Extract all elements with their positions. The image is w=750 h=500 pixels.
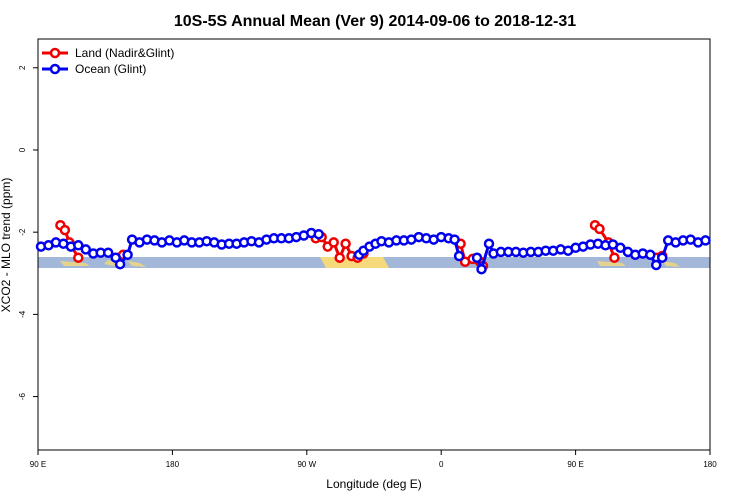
ocean-data-point [471, 252, 483, 263]
x-tick-label: 90 W [297, 460, 316, 469]
chart-title: 10S-5S Annual Mean (Ver 9) 2014-09-06 to… [174, 13, 576, 30]
land-data-point [334, 252, 345, 263]
x-tick-label: 90 E [30, 460, 46, 469]
ocean-data-point [453, 250, 465, 262]
x-tick-label: 0 [439, 460, 444, 469]
ocean-data-point [483, 238, 495, 249]
ocean-data-point [313, 228, 324, 240]
y-tick-label: 2 [18, 65, 27, 70]
land-data-point [594, 223, 605, 235]
land-data-point [340, 238, 351, 249]
map-land-new-guinea [128, 261, 146, 267]
x-tick-label: 180 [703, 460, 717, 469]
y-axis-label: XCO2 - MLO trend (ppm) [0, 178, 13, 313]
y-tick-label: -4 [18, 310, 27, 318]
map-land-new-guinea-repeat [662, 261, 680, 267]
ocean-data-point [645, 249, 656, 261]
map-strip [38, 257, 710, 268]
x-tick-label: 180 [166, 460, 180, 469]
x-axis-ticks: 90 E 180 90 W 0 90 E 180 [30, 450, 717, 469]
ocean-data-point [102, 247, 114, 258]
ocean-data-point [476, 263, 487, 275]
map-land-indonesia-west-repeat [597, 261, 626, 266]
land-data-point [328, 237, 339, 248]
ocean-data-point [700, 235, 711, 246]
legend-ocean-label: Ocean (Glint) [75, 62, 146, 76]
ocean-data-point [114, 258, 126, 270]
y-tick-label: -2 [18, 228, 27, 236]
ocean-data-point [615, 242, 626, 254]
ocean-data-point [656, 252, 668, 263]
legend-land-marker [49, 47, 61, 59]
y-tick-label: 0 [18, 147, 27, 152]
land-data-point [73, 252, 84, 263]
map-land-indonesia-west [60, 261, 90, 266]
ocean-data-point [80, 244, 92, 255]
land-data-point [59, 224, 71, 236]
series-ocean [35, 227, 711, 275]
ocean-data-point [650, 259, 662, 271]
ocean-data-point [122, 249, 133, 261]
series-layer [35, 219, 711, 275]
legend: Land (Nadir&Glint) Ocean (Glint) [42, 46, 174, 76]
x-axis-label: Longitude (deg E) [326, 477, 421, 491]
y-tick-label: -6 [18, 392, 27, 400]
land-data-point [609, 252, 620, 263]
legend-land-label: Land (Nadir&Glint) [75, 46, 174, 60]
x-tick-label: 90 E [567, 460, 583, 469]
y-axis-ticks: 2 0 -2 -4 -6 [18, 65, 38, 400]
ocean-data-point [449, 234, 460, 245]
ocean-data-point [73, 240, 84, 251]
legend-ocean-marker [49, 63, 61, 75]
